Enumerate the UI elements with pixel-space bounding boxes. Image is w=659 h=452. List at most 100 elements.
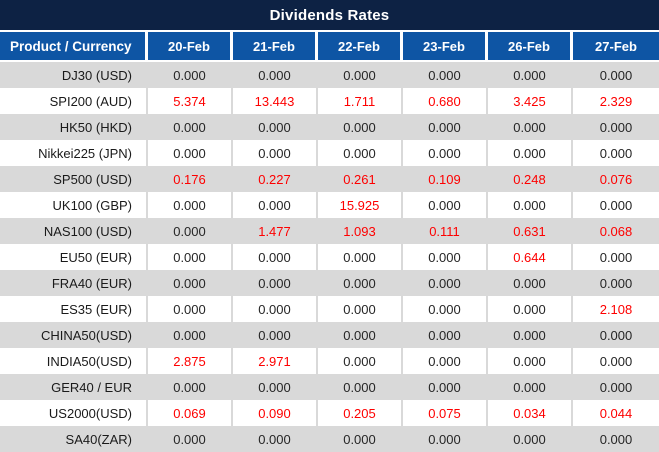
column-header-date-4: 23-Feb — [403, 30, 488, 62]
table-row: DJ30 (USD) 0.000 0.000 0.000 0.000 0.000 0.000 — [0, 62, 659, 88]
value-cell: 0.075 — [403, 400, 488, 426]
value-cell: 0.000 — [573, 244, 659, 270]
value-cell: 0.000 — [403, 322, 488, 348]
product-cell: US2000(USD) — [0, 400, 148, 426]
value-cell: 0.000 — [403, 270, 488, 296]
value-cell: 0.000 — [488, 114, 573, 140]
table-row: CHINA50(USD) 0.000 0.000 0.000 0.000 0.000 0.0… — [0, 322, 659, 348]
value-cell: 0.000 — [318, 270, 403, 296]
product-cell: HK50 (HKD) — [0, 114, 148, 140]
value-cell: 0.000 — [488, 62, 573, 88]
value-cell: 0.000 — [403, 348, 488, 374]
product-cell: FRA40 (EUR) — [0, 270, 148, 296]
value-cell: 0.261 — [318, 166, 403, 192]
product-cell: SA40(ZAR) — [0, 426, 148, 452]
value-cell: 2.971 — [233, 348, 318, 374]
value-cell: 0.000 — [233, 114, 318, 140]
table-row: ES35 (EUR) 0.000 0.000 0.000 0.000 0.000 2.108 — [0, 296, 659, 322]
table-row: GER40 / EUR 0.000 0.000 0.000 0.000 0.000 0.00… — [0, 374, 659, 400]
value-cell: 0.034 — [488, 400, 573, 426]
product-cell: CHINA50(USD) — [0, 322, 148, 348]
value-cell: 0.076 — [573, 166, 659, 192]
column-header-date-1: 20-Feb — [148, 30, 233, 62]
table-row: INDIA50(USD) 2.875 2.971 0.000 0.000 0.000 0.0… — [0, 348, 659, 374]
column-header-date-2: 21-Feb — [233, 30, 318, 62]
product-cell: DJ30 (USD) — [0, 62, 148, 88]
value-cell: 0.000 — [318, 62, 403, 88]
value-cell: 2.875 — [148, 348, 233, 374]
table-body: DJ30 (USD) 0.000 0.000 0.000 0.000 0.000 0.000… — [0, 62, 659, 452]
table-row: US2000(USD) 0.069 0.090 0.205 0.075 0.034 0.04… — [0, 400, 659, 426]
page-title: Dividends Rates — [269, 6, 390, 24]
value-cell: 0.248 — [488, 166, 573, 192]
value-cell: 0.000 — [403, 426, 488, 452]
value-cell: 0.000 — [403, 296, 488, 322]
value-cell: 0.000 — [488, 296, 573, 322]
product-cell: UK100 (GBP) — [0, 192, 148, 218]
value-cell: 0.000 — [488, 140, 573, 166]
value-cell: 0.000 — [488, 374, 573, 400]
value-cell: 0.109 — [403, 166, 488, 192]
dividends-table: Product / Currency 20-Feb 21-Feb 22-Feb … — [0, 30, 659, 452]
value-cell: 0.044 — [573, 400, 659, 426]
value-cell: 0.000 — [573, 426, 659, 452]
value-cell: 0.000 — [233, 322, 318, 348]
value-cell: 0.000 — [488, 192, 573, 218]
value-cell: 0.000 — [148, 244, 233, 270]
product-cell: NAS100 (USD) — [0, 218, 148, 244]
value-cell: 0.000 — [318, 348, 403, 374]
value-cell: 0.000 — [403, 140, 488, 166]
value-cell: 0.000 — [403, 192, 488, 218]
value-cell: 0.644 — [488, 244, 573, 270]
value-cell: 0.000 — [573, 374, 659, 400]
value-cell: 0.090 — [233, 400, 318, 426]
table-row: SP500 (USD) 0.176 0.227 0.261 0.109 0.248 0.07… — [0, 166, 659, 192]
table-row: SPI200 (AUD) 5.374 13.443 1.711 0.680 3.425 2.… — [0, 88, 659, 114]
table-row: FRA40 (EUR) 0.000 0.000 0.000 0.000 0.000 0.00… — [0, 270, 659, 296]
value-cell: 0.000 — [403, 62, 488, 88]
table-header-row: Product / Currency 20-Feb 21-Feb 22-Feb … — [0, 30, 659, 62]
table-row: EU50 (EUR) 0.000 0.000 0.000 0.000 0.644 0.000 — [0, 244, 659, 270]
value-cell: 0.000 — [233, 296, 318, 322]
value-cell: 0.000 — [403, 244, 488, 270]
column-header-date-5: 26-Feb — [488, 30, 573, 62]
value-cell: 0.000 — [148, 322, 233, 348]
table-row: UK100 (GBP) 0.000 0.000 15.925 0.000 0.000 0.0… — [0, 192, 659, 218]
value-cell: 0.000 — [403, 114, 488, 140]
value-cell: 13.443 — [233, 88, 318, 114]
value-cell: 1.093 — [318, 218, 403, 244]
table-row: NAS100 (USD) 0.000 1.477 1.093 0.111 0.631 0.0… — [0, 218, 659, 244]
value-cell: 0.000 — [318, 296, 403, 322]
value-cell: 0.000 — [233, 244, 318, 270]
value-cell: 0.000 — [148, 114, 233, 140]
value-cell: 0.000 — [318, 244, 403, 270]
value-cell: 0.000 — [318, 114, 403, 140]
table-row: HK50 (HKD) 0.000 0.000 0.000 0.000 0.000 0.000 — [0, 114, 659, 140]
value-cell: 0.000 — [403, 374, 488, 400]
value-cell: 3.425 — [488, 88, 573, 114]
product-cell: ES35 (EUR) — [0, 296, 148, 322]
value-cell: 0.176 — [148, 166, 233, 192]
value-cell: 0.111 — [403, 218, 488, 244]
value-cell: 1.477 — [233, 218, 318, 244]
value-cell: 1.711 — [318, 88, 403, 114]
value-cell: 0.000 — [488, 322, 573, 348]
value-cell: 0.000 — [488, 426, 573, 452]
value-cell: 0.227 — [233, 166, 318, 192]
value-cell: 0.000 — [318, 322, 403, 348]
value-cell: 0.000 — [148, 62, 233, 88]
value-cell: 0.000 — [573, 270, 659, 296]
value-cell: 0.000 — [573, 192, 659, 218]
product-cell: GER40 / EUR — [0, 374, 148, 400]
value-cell: 0.000 — [573, 348, 659, 374]
value-cell: 0.631 — [488, 218, 573, 244]
value-cell: 0.000 — [233, 270, 318, 296]
value-cell: 5.374 — [148, 88, 233, 114]
product-cell: EU50 (EUR) — [0, 244, 148, 270]
value-cell: 0.000 — [148, 374, 233, 400]
value-cell: 0.000 — [233, 62, 318, 88]
value-cell: 0.000 — [148, 192, 233, 218]
value-cell: 0.000 — [148, 426, 233, 452]
value-cell: 0.000 — [148, 218, 233, 244]
